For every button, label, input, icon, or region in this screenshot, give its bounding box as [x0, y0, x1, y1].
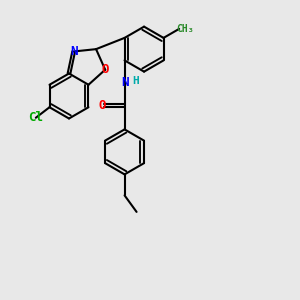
Text: Cl: Cl — [28, 111, 43, 124]
Text: N: N — [70, 45, 77, 58]
Text: CH₃: CH₃ — [176, 24, 194, 34]
Text: O: O — [101, 63, 109, 76]
Text: N: N — [121, 76, 128, 89]
Text: H: H — [132, 76, 139, 86]
Text: O: O — [98, 99, 106, 112]
